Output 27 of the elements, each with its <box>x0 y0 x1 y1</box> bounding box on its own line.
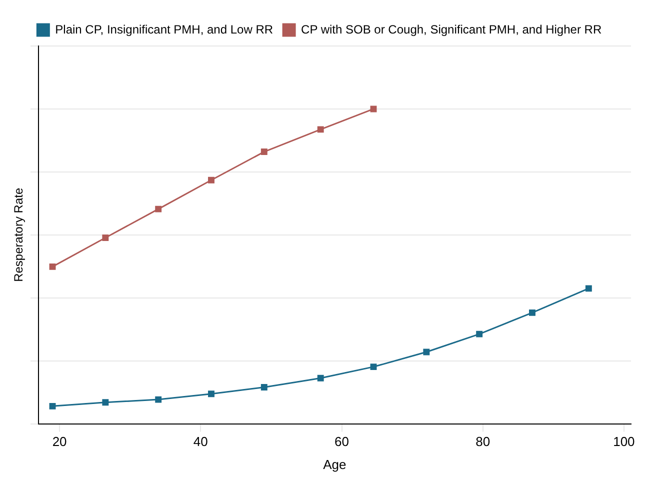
point <box>155 206 162 212</box>
x-tick-label: 100 <box>613 434 635 450</box>
x-axis-title: Age <box>323 456 346 472</box>
legend-label: CP with SOB or Cough, Significant PMH, and Higher RR <box>301 22 602 36</box>
x-tick-label: 60 <box>334 434 349 450</box>
point <box>102 399 109 406</box>
legend-label: Plain CP, Insignificant PMH, and Low RR <box>55 22 274 36</box>
point <box>49 402 56 410</box>
point <box>317 126 324 133</box>
x-tick-label: 80 <box>476 434 490 450</box>
point <box>423 348 430 356</box>
point <box>49 263 56 270</box>
point <box>208 176 214 184</box>
point <box>155 396 162 403</box>
point <box>102 234 109 241</box>
point <box>476 330 483 338</box>
x-tick-label: 20 <box>52 434 67 450</box>
point <box>529 309 536 316</box>
y-axis-title: Resperatory Rate <box>12 188 26 282</box>
point <box>260 384 268 391</box>
x-tick-label: 40 <box>193 434 208 450</box>
point <box>317 374 324 382</box>
point <box>585 285 592 292</box>
point <box>370 364 377 370</box>
point <box>260 148 268 156</box>
point <box>370 106 377 112</box>
point <box>208 390 214 398</box>
